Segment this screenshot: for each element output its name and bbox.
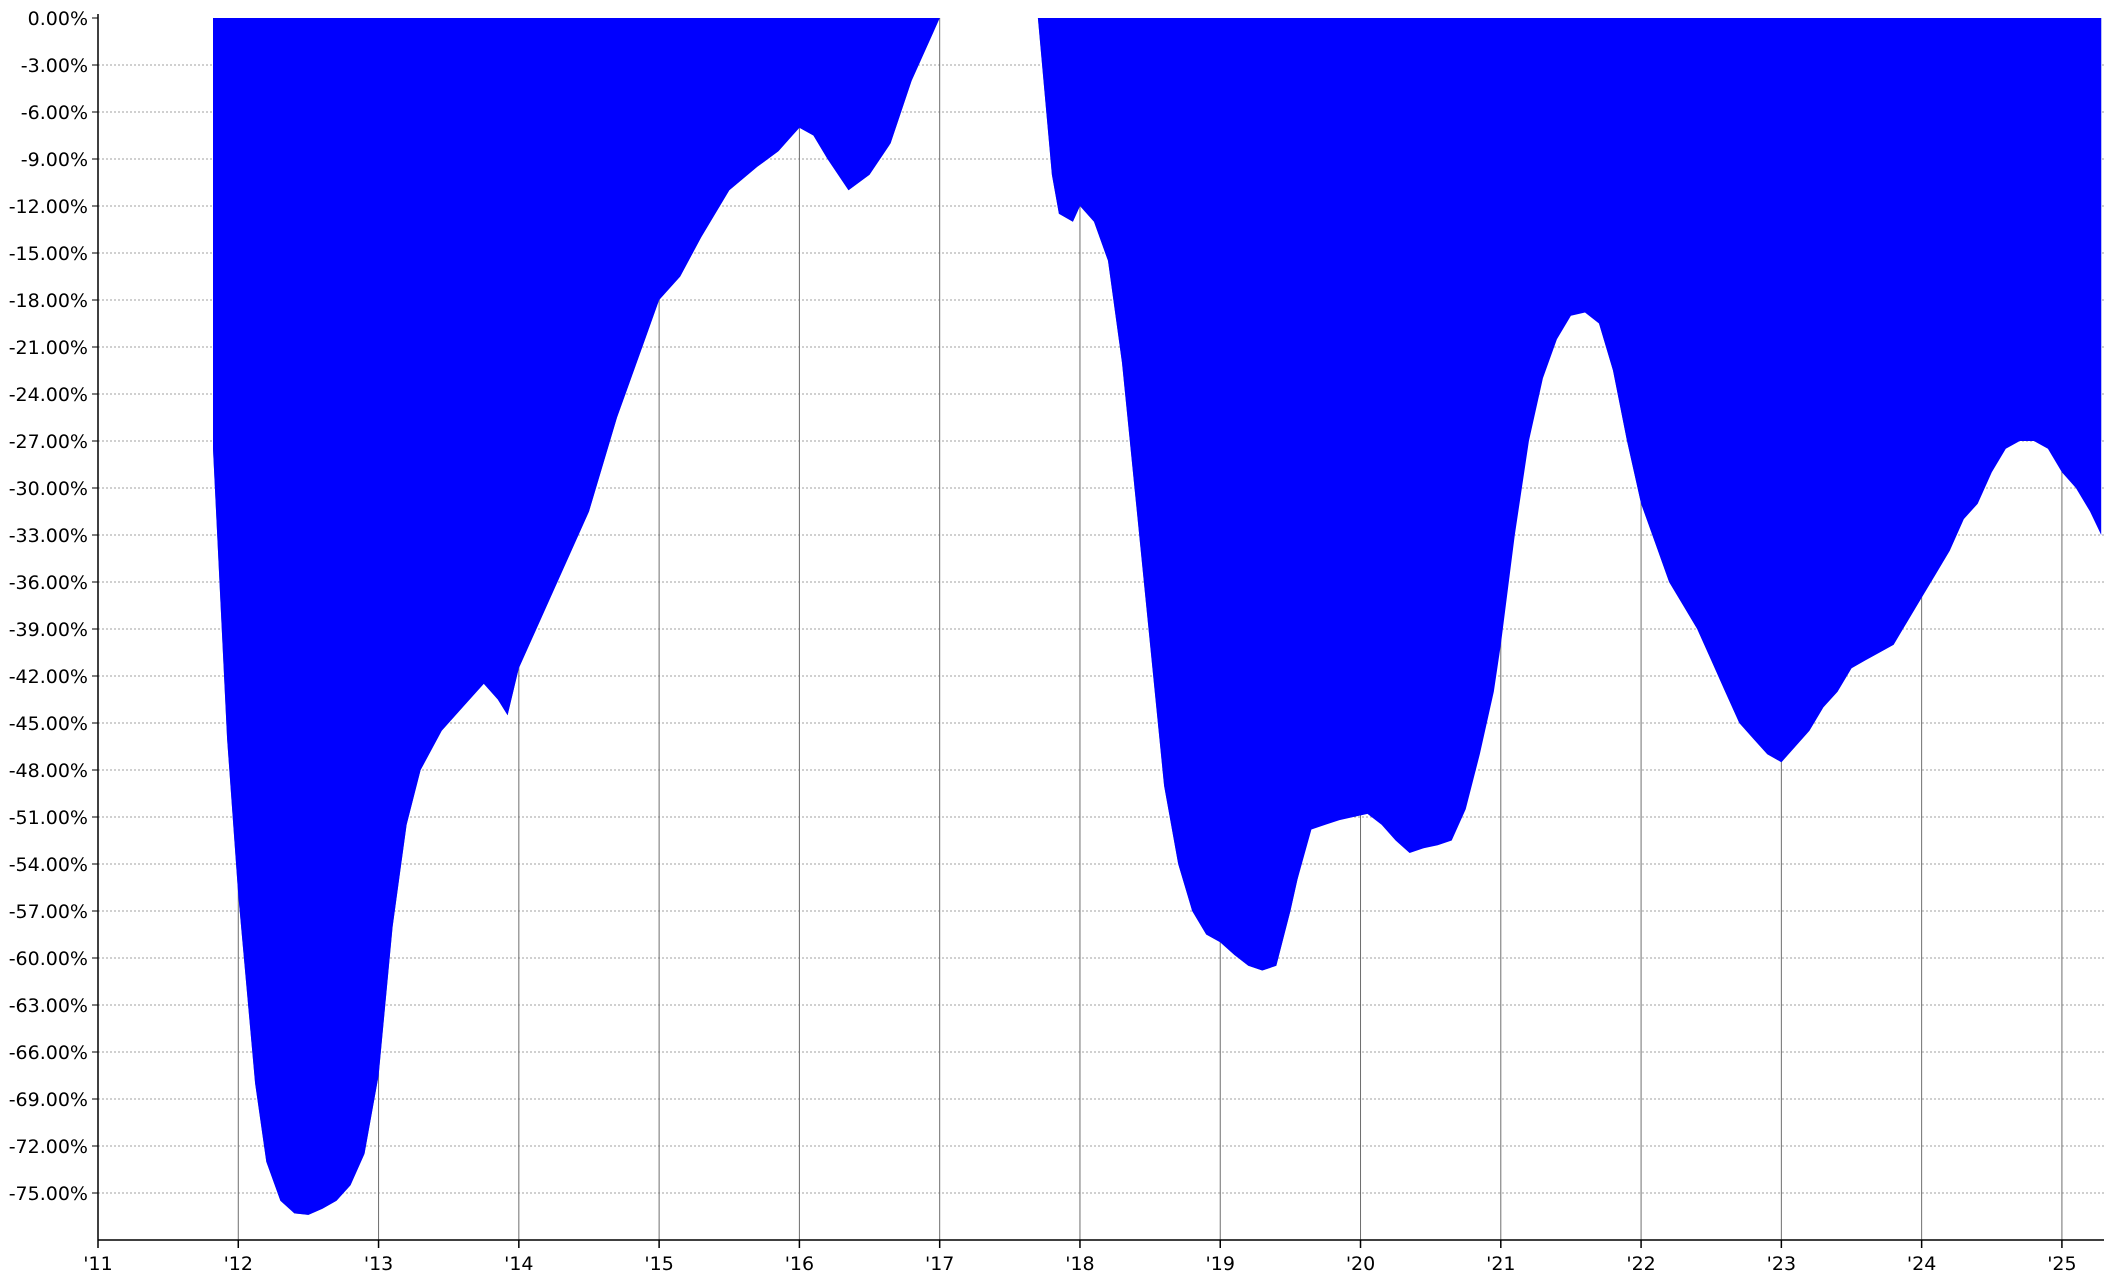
y-tick-label: -24.00%: [9, 384, 88, 406]
x-tick-label: '16: [785, 1253, 814, 1275]
y-tick-label: -51.00%: [9, 807, 88, 829]
y-tick-label: -69.00%: [9, 1089, 88, 1111]
x-tick-label: '11: [83, 1253, 112, 1275]
y-tick-label: -33.00%: [9, 525, 88, 547]
y-axis-tick-labels: 0.00% -3.00% -6.00% -9.00% -12.00% -15.00% -18…: [9, 8, 88, 1205]
x-tick-label: '12: [224, 1253, 253, 1275]
y-tick-label: -60.00%: [9, 948, 88, 970]
x-tick-label: '19: [1206, 1253, 1235, 1275]
y-tick-label: -45.00%: [9, 713, 88, 735]
x-tick-label: '14: [504, 1253, 533, 1275]
y-tick-label: -6.00%: [21, 102, 88, 124]
y-tick-label: 0.00%: [28, 8, 88, 30]
x-tick-label: '13: [364, 1253, 393, 1275]
y-tick-label: -21.00%: [9, 337, 88, 359]
y-tick-label: -75.00%: [9, 1183, 88, 1205]
y-tick-label: -54.00%: [9, 854, 88, 876]
drawdown-areas: [213, 18, 2101, 1215]
y-tick-label: -18.00%: [9, 290, 88, 312]
x-tick-label: '23: [1767, 1253, 1796, 1275]
x-tick-label: '15: [644, 1253, 673, 1275]
x-tick-label: '21: [1486, 1253, 1515, 1275]
drawdown-area-series-2: [213, 18, 2101, 1215]
x-tick-label: '25: [2047, 1253, 2076, 1275]
y-tick-label: -48.00%: [9, 760, 88, 782]
y-tick-label: -39.00%: [9, 619, 88, 641]
y-tick-label: -3.00%: [21, 55, 88, 77]
y-tick-label: -30.00%: [9, 478, 88, 500]
y-tick-label: -27.00%: [9, 431, 88, 453]
x-tick-label: '20: [1346, 1253, 1375, 1275]
y-tick-label: -36.00%: [9, 572, 88, 594]
y-tick-label: -63.00%: [9, 995, 88, 1017]
y-tick-label: -57.00%: [9, 901, 88, 923]
x-axis-tick-labels: '11 '12 '13 '14 '15 '16 '17 '18 '19 '20 '21 '22 '23 '…: [83, 1253, 2076, 1275]
y-tick-label: -12.00%: [9, 196, 88, 218]
x-tick-label: '22: [1626, 1253, 1655, 1275]
x-tick-label: '18: [1065, 1253, 1094, 1275]
y-tick-label: -72.00%: [9, 1136, 88, 1158]
y-tick-label: -42.00%: [9, 666, 88, 688]
x-tick-label: '17: [925, 1253, 954, 1275]
x-tick-label: '24: [1907, 1253, 1936, 1275]
y-tick-label: -15.00%: [9, 243, 88, 265]
y-tick-label: -66.00%: [9, 1042, 88, 1064]
y-tick-label: -9.00%: [21, 149, 88, 171]
